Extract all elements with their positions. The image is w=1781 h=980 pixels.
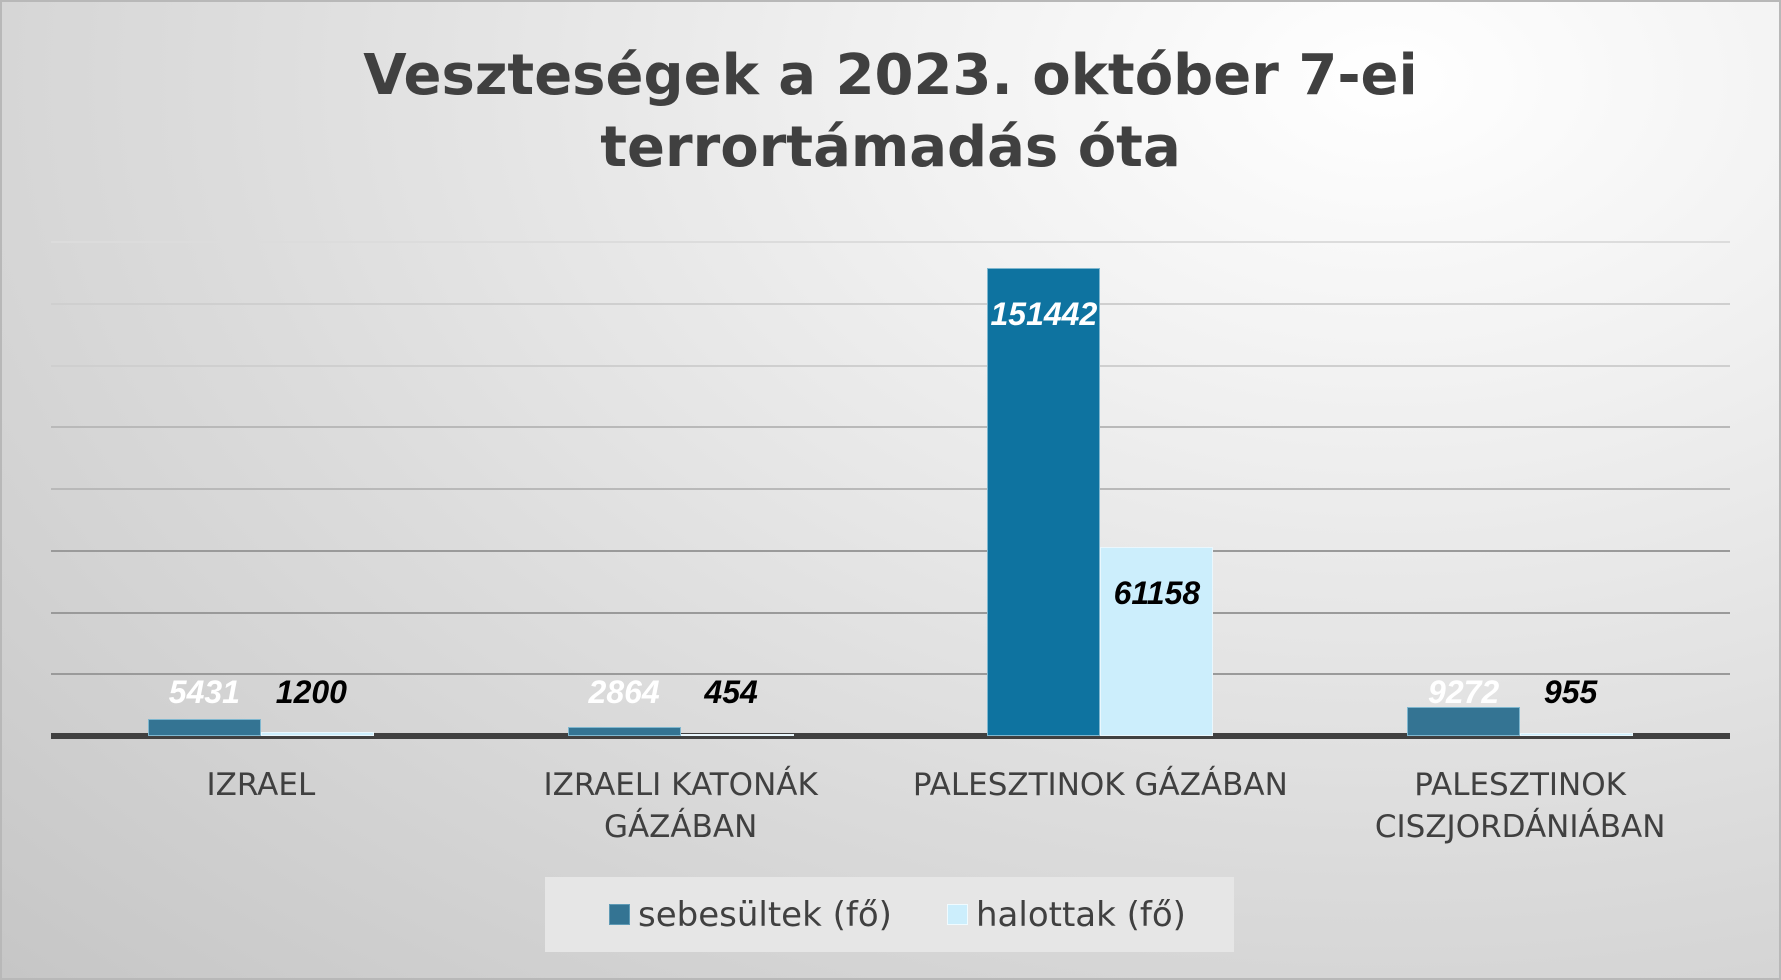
chart-title-line-1: Veszteségek a 2023. október 7-ei	[363, 43, 1418, 108]
legend-item-sebesultek: sebesültek (fő)	[609, 877, 892, 952]
legend: sebesültek (fő) halottak (fő)	[545, 877, 1234, 952]
bar-sebesultek-3	[1407, 707, 1521, 736]
data-label-halottak-3: 955	[1543, 674, 1598, 710]
data-label-halottak-1: 454	[704, 674, 758, 710]
gridline	[51, 364, 1730, 367]
gridline	[51, 241, 1730, 243]
bar-halottak-1	[680, 734, 794, 736]
gridline	[51, 549, 1730, 552]
gridline	[51, 673, 1730, 676]
legend-swatch-halottak-icon	[947, 904, 968, 925]
data-label-sebesultek-3: 9272	[1428, 674, 1500, 710]
category-label-2: PALESZTINOK GÁZÁBAN	[912, 767, 1288, 803]
bar-sebesultek-1	[567, 727, 681, 736]
gridline	[51, 302, 1730, 305]
legend-swatch-sebesultek-icon	[609, 904, 630, 925]
category-label-0: IZRAEL	[206, 767, 316, 803]
x-axis-line	[51, 733, 1730, 739]
legend-label-halottak: halottak (fő)	[976, 894, 1186, 935]
data-label-sebesultek-1: 2864	[588, 674, 660, 710]
legend-item-halottak: halottak (fő)	[947, 877, 1186, 952]
gridline	[51, 426, 1730, 429]
bar-sebesultek-0	[147, 719, 261, 736]
data-label-sebesultek-2: 151442	[990, 296, 1098, 333]
data-label-halottak-0: 1200	[275, 674, 347, 710]
gridline	[51, 611, 1730, 614]
data-label-halottak-2: 61158	[1113, 575, 1201, 612]
gridline	[51, 488, 1730, 490]
bar-halottak-0	[260, 732, 374, 736]
bar-halottak-3	[1520, 733, 1634, 736]
data-label-sebesultek-0: 5431	[168, 674, 240, 710]
bar-sebesultek-2	[987, 268, 1101, 736]
category-label-1: IZRAELI KATONÁK GÁZÁBAN	[543, 767, 818, 845]
legend-label-sebesultek: sebesültek (fő)	[638, 894, 892, 935]
bar-halottak-2	[1100, 547, 1214, 736]
chart-title-line-2: terrortámadás óta	[600, 115, 1181, 180]
category-label-3: PALESZTINOK CISZJORDÁNIÁBAN	[1374, 767, 1666, 845]
chart-title: Veszteségek a 2023. október 7-ei terrort…	[0, 40, 1781, 184]
